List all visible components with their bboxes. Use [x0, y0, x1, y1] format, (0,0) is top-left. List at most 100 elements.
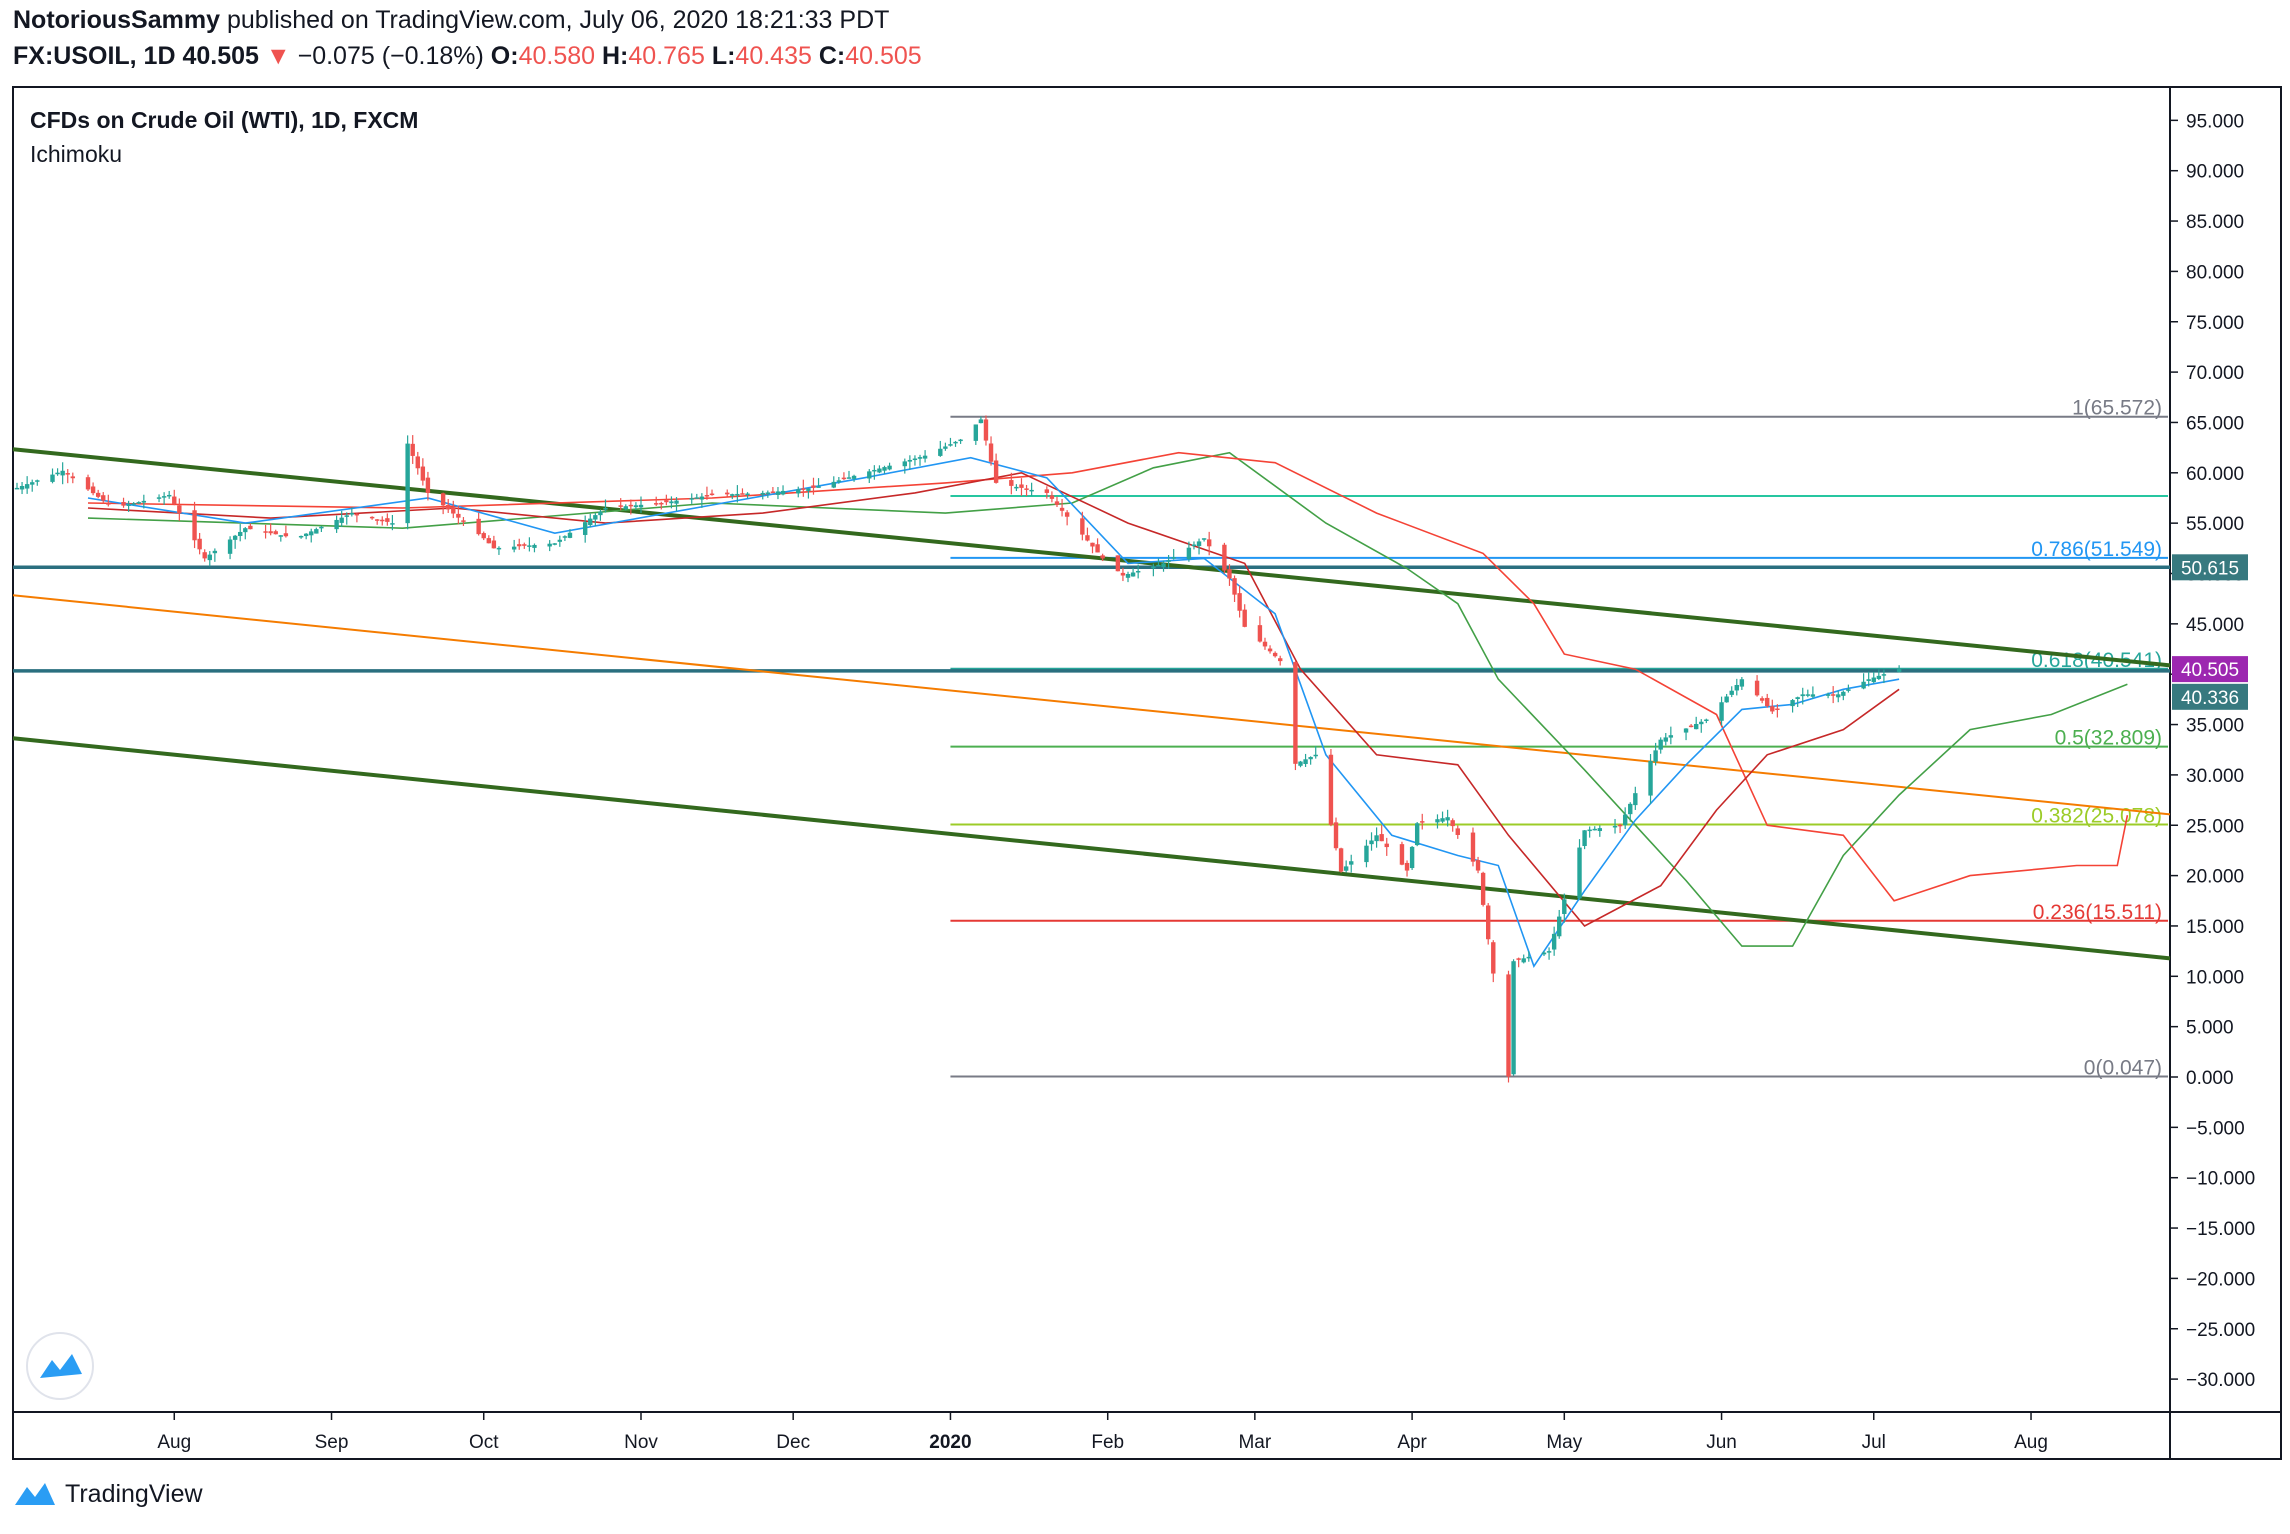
- candle-body: [1049, 495, 1055, 499]
- candle-body: [522, 544, 527, 546]
- legend-title: CFDs on Crude Oil (WTI), 1D, FXCM: [30, 107, 418, 133]
- legend-indicator[interactable]: Ichimoku: [30, 141, 122, 167]
- tv-logo-badge[interactable]: [26, 1332, 94, 1400]
- candle-body: [1272, 652, 1278, 657]
- candle-body: [1384, 843, 1389, 848]
- candle-body: [1557, 916, 1562, 937]
- y-tick-label: 65.000: [2186, 413, 2244, 434]
- candle-body: [958, 439, 963, 442]
- candle-body: [238, 531, 243, 537]
- candle-body: [476, 518, 481, 535]
- candle-body: [1222, 544, 1227, 571]
- candle-body: [1308, 757, 1313, 760]
- candle-body: [451, 507, 456, 514]
- author-name[interactable]: NotoriousSammy: [13, 6, 220, 34]
- candle-body: [166, 494, 172, 497]
- x-tick-label: Oct: [469, 1432, 499, 1453]
- candle-body: [552, 543, 557, 545]
- candle-body: [1866, 679, 1871, 681]
- candle-body: [1242, 609, 1247, 627]
- candle-body: [1663, 737, 1668, 742]
- candle-body: [1019, 484, 1024, 488]
- y-tick-label: −25.000: [2186, 1320, 2255, 1341]
- candle-body: [177, 505, 182, 514]
- candle-body: [60, 470, 65, 476]
- price-axis[interactable]: 95.000 90.000 85.000 80.000 75.000 70.000 65.0…: [2170, 111, 2255, 1391]
- candle-body: [1166, 560, 1171, 562]
- candle-body: [161, 496, 167, 498]
- candle-body: [806, 488, 811, 491]
- candle-body: [227, 539, 233, 554]
- candle-body: [669, 501, 674, 504]
- fib-level-label: 0(0.047): [2084, 1057, 2162, 1080]
- candle-body: [1409, 846, 1415, 869]
- candle-body: [1653, 750, 1658, 762]
- candle-body: [1374, 835, 1379, 842]
- y-tick-label: 15.000: [2186, 917, 2244, 938]
- tradingview-logo-icon: [15, 1482, 55, 1505]
- time-axis[interactable]: Aug Sep Oct Nov Dec 2020 Feb Mar Apr May Jun Jul Aug: [157, 1412, 2048, 1453]
- y-tick-label: 60.000: [2186, 464, 2244, 485]
- trendline[interactable]: [12, 736, 2171, 961]
- candle-body: [243, 528, 248, 533]
- candle-body: [207, 554, 212, 561]
- ichimoku-kijun-line: [87, 471, 1900, 928]
- candle-body: [380, 519, 385, 522]
- candle-body: [303, 533, 309, 537]
- candle-body: [1029, 489, 1034, 492]
- candle-body: [1759, 698, 1765, 701]
- candle-body: [1810, 694, 1816, 697]
- tv-logo-icon: [40, 1354, 82, 1378]
- close-label: C:: [818, 42, 846, 70]
- ohlc-line: FX:USOIL, 1D 40.505 ▼ −0.075 (−0.18%) O:…: [13, 42, 922, 71]
- candle-body: [1151, 566, 1156, 569]
- candle-body: [511, 546, 517, 550]
- candle-body: [1090, 542, 1095, 547]
- candle-body: [562, 536, 568, 538]
- trendline[interactable]: [12, 594, 2171, 816]
- candle-body: [740, 493, 745, 495]
- candle-body: [1054, 501, 1060, 505]
- fib-retracement[interactable]: 1(65.572)0.786(51.549)0.618(40.541)0.5(3…: [950, 397, 2168, 1080]
- candle-body: [1313, 754, 1318, 757]
- candle-body: [988, 443, 994, 462]
- candle-body: [760, 492, 765, 495]
- candle-body: [689, 498, 694, 500]
- candle-body: [1044, 489, 1050, 493]
- candle-body: [588, 518, 593, 525]
- price-label-box: [2172, 656, 2248, 683]
- candle-body: [1293, 662, 1298, 764]
- footer-brand[interactable]: TradingView: [13, 1480, 203, 1509]
- candle-body: [816, 486, 821, 488]
- price-label-text: 50.615: [2181, 558, 2239, 579]
- trendlines[interactable]: [12, 447, 2171, 961]
- candle-body: [1841, 691, 1846, 696]
- candle-body: [867, 471, 872, 479]
- candle-body: [1191, 544, 1197, 547]
- horizontal-lines[interactable]: [13, 565, 2170, 673]
- candle-body: [1343, 866, 1349, 871]
- y-tick-label: 85.000: [2186, 212, 2244, 233]
- candle-body: [1009, 480, 1014, 486]
- candle-body: [1562, 899, 1567, 914]
- candle-body: [278, 535, 284, 537]
- candle-body: [1622, 814, 1628, 826]
- candle-body: [1876, 675, 1882, 680]
- candle-body: [1156, 564, 1161, 567]
- candle-body: [1582, 830, 1587, 847]
- candle-body: [1896, 669, 1902, 672]
- trendline[interactable]: [12, 447, 2171, 668]
- high-value: 40.765: [628, 42, 705, 70]
- candle-body: [14, 487, 20, 490]
- y-tick-label: 20.000: [2186, 867, 2244, 888]
- candle-body: [1232, 578, 1237, 595]
- candle-body: [567, 532, 573, 538]
- y-tick-label: 70.000: [2186, 363, 2244, 384]
- fib-level-label: 1(65.572): [2072, 397, 2162, 420]
- candle-body: [801, 488, 806, 490]
- candle-body: [603, 508, 608, 510]
- candle-body: [1379, 834, 1384, 842]
- candle-body: [836, 480, 842, 482]
- candle-body: [1303, 759, 1308, 765]
